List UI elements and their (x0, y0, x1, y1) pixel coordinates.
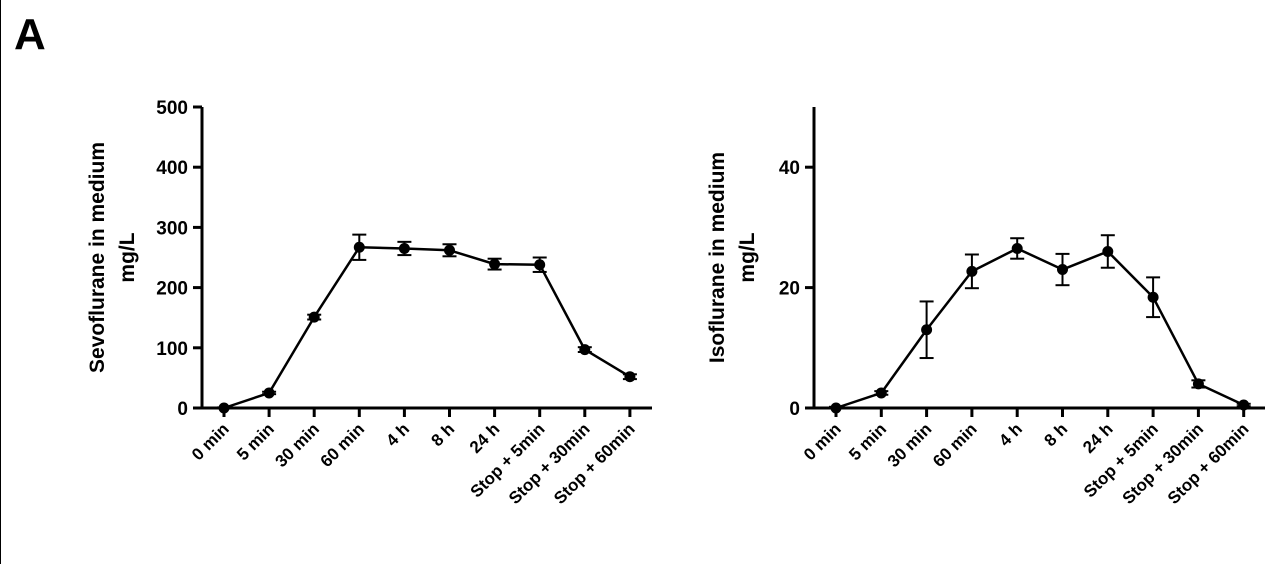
chart-1-x-tick-label: 60 min (317, 419, 369, 471)
chart-1-data-point (534, 259, 546, 271)
chart-2-data-point (1238, 399, 1250, 411)
chart-2-data-point (966, 265, 978, 277)
chart-2-series-line (835, 247, 1245, 410)
chart-1-data-point (218, 402, 230, 414)
chart-1-y-tick-label: 200 (156, 279, 188, 300)
chart-2-x-tick-label: 0 min (800, 419, 845, 464)
chart-2-data-point (830, 402, 842, 414)
chart-1-x-tick-label: Stop + 60min (550, 419, 639, 508)
chart-1-series-line (223, 246, 631, 410)
chart-1-x-tick-label: 24 h (466, 419, 503, 456)
chart-1-data-point (579, 344, 591, 356)
chart-2-x-tick-label: 30 min (884, 419, 936, 471)
chart-2-data-point (1147, 291, 1159, 303)
panel-label: A (14, 10, 46, 59)
chart-1-data-point (444, 244, 455, 256)
chart-1-x-tick-label: 0 min (188, 419, 233, 464)
chart-1-y-tick-label: 0 (177, 399, 188, 420)
chart-2-data-point (1102, 245, 1114, 257)
chart-2-data-point (875, 387, 887, 399)
chart-2-data-point (1057, 264, 1068, 276)
chart-2-y-axis-label: Isoflurane in medium (706, 152, 729, 363)
chart-1-data-point (489, 258, 501, 270)
chart-1-x-tick-label: 4 h (382, 419, 413, 450)
chart-1-data-point (353, 241, 365, 253)
chart-1-y-axis-label: Sevoflurane in medium (86, 142, 109, 373)
chart-1-data-point (263, 387, 275, 399)
chart-2-data-point (1192, 378, 1204, 390)
chart-2-x-tick-label: 8 h (1041, 419, 1072, 450)
chart-1-y-tick-label: 400 (156, 158, 188, 179)
chart-1-x-tick-label: 8 h (428, 419, 459, 450)
chart-2-y-tick-label: 40 (779, 158, 800, 179)
chart-1-y-tick-label: 300 (156, 218, 188, 239)
chart-1-x-tick-label: 30 min (272, 419, 324, 471)
chart-2-x-tick-label: 4 h (995, 419, 1026, 450)
chart-2-y-tick-label: 0 (789, 399, 800, 420)
chart-1-y-axis-label: mg/L (116, 232, 139, 282)
chart-1-data-point (624, 371, 636, 383)
chart-1-y-tick-label: 100 (156, 339, 188, 360)
chart-2-x-tick-label: Stop + 60min (1164, 419, 1253, 508)
chart-1-data-point (398, 242, 410, 254)
chart-1-y-tick-label: 500 (156, 98, 188, 119)
chart-2-y-axis-label: mg/L (736, 232, 759, 282)
chart-2-data-point (1011, 242, 1023, 254)
chart-2-x-tick-label: 60 min (929, 419, 981, 471)
chart-2-x-tick-label: 24 h (1079, 419, 1116, 456)
chart-1-data-point (308, 311, 320, 323)
chart-2-data-point (921, 324, 933, 336)
chart-2-y-tick-label: 20 (779, 279, 800, 300)
figure-left-border (0, 0, 1, 564)
